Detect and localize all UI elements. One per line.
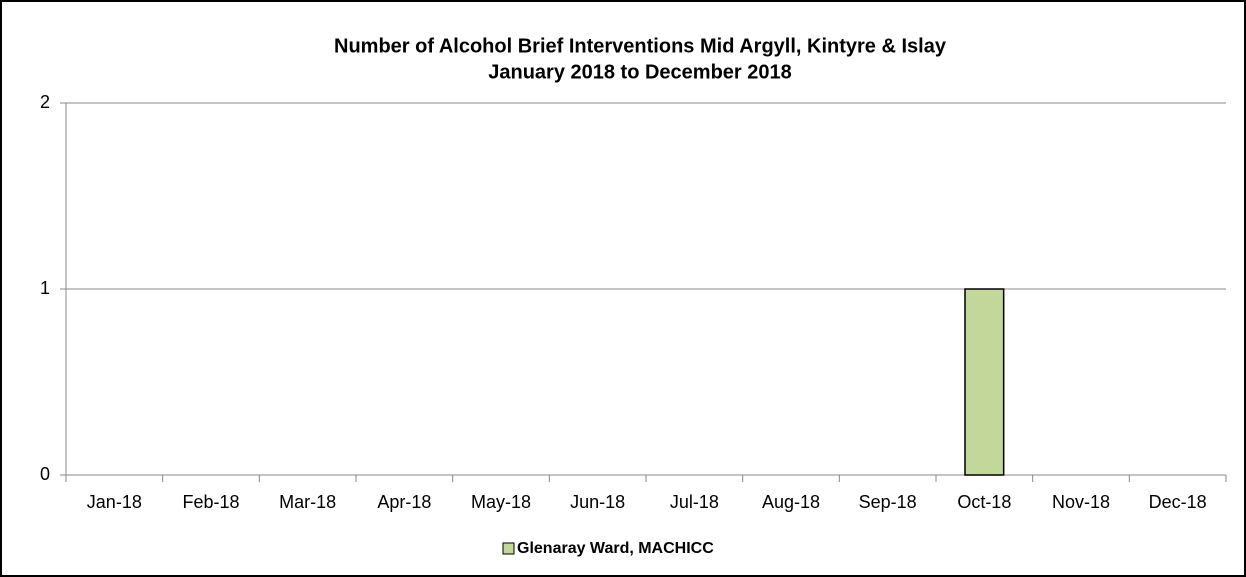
x-tick-label: Jul-18 (670, 492, 719, 512)
x-tick-label: Mar-18 (279, 492, 336, 512)
x-tick-label: Jan-18 (87, 492, 142, 512)
chart-subtitle: January 2018 to December 2018 (488, 61, 792, 83)
legend-marker (502, 542, 515, 555)
x-tick-label: Aug-18 (762, 492, 820, 512)
y-tick-label: 1 (40, 278, 50, 298)
x-tick-label: Dec-18 (1149, 492, 1207, 512)
x-tick-label: Oct-18 (957, 492, 1011, 512)
bar (964, 288, 1005, 476)
y-tick-label: 2 (40, 92, 50, 112)
x-tick-label: May-18 (471, 492, 531, 512)
chart-title: Number of Alcohol Brief Interventions Mi… (334, 35, 947, 57)
y-tick-label: 0 (40, 464, 50, 484)
x-tick-label: Nov-18 (1052, 492, 1110, 512)
x-tick-label: Jun-18 (570, 492, 625, 512)
x-tick-label: Apr-18 (377, 492, 431, 512)
x-tick-label: Feb-18 (182, 492, 239, 512)
x-tick-label: Sep-18 (859, 492, 917, 512)
legend-label: Glenaray Ward, MACHICC (517, 540, 714, 557)
